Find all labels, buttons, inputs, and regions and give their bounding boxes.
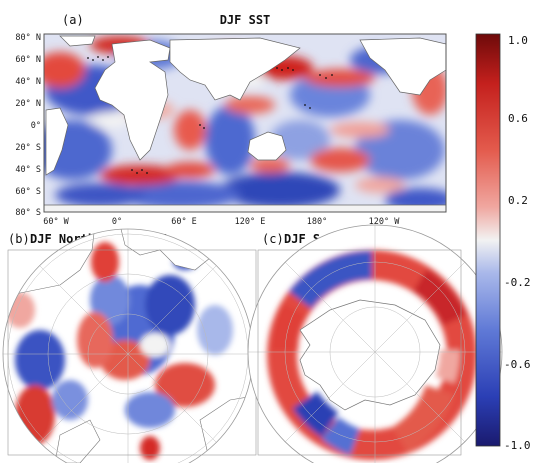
north-sic-field [3, 229, 253, 463]
lat-label: 60° N [15, 55, 41, 65]
panel-b-north-polar-map: (b) DJF North Polar SIC [2, 228, 257, 463]
colorbar-label: 0.2 [508, 194, 528, 207]
lat-axis-labels: 80° N 60° N 40° N 20° N 0° 20° S 40° S 6… [15, 33, 41, 218]
lat-label: 80° N [15, 33, 41, 43]
lat-label: 80° S [15, 208, 41, 218]
panel-a-sst-map: (a) DJF SST [15, 13, 447, 227]
colorbar-labels: 1.0 0.6 0.2 -0.2 -0.6 -1.0 [504, 34, 531, 452]
colorbar-label: -0.2 [504, 276, 531, 289]
lat-label: 40° N [15, 77, 41, 87]
panel-c-south-polar-map: (c) DJF South Polar SIC [247, 224, 503, 463]
lon-label: 0° [112, 217, 122, 227]
lon-axis-labels: 60° W 0° 60° E 120° E 180° 120° W [43, 217, 400, 227]
significance-stippling [87, 56, 333, 174]
south-sic-field [248, 225, 502, 463]
south-graticule [248, 225, 502, 463]
panel-a-letter: (a) [62, 13, 84, 27]
lon-label: 120° W [369, 217, 401, 227]
continents [44, 35, 446, 212]
panel-c-letter: (c) [262, 232, 284, 246]
colorbar-label: -1.0 [504, 439, 531, 452]
colorbar-label: 0.6 [508, 112, 528, 125]
lon-label: 180° [307, 217, 327, 227]
lon-label: 120° E [235, 217, 266, 227]
panel-a-title: DJF SST [220, 13, 271, 27]
lat-label: 20° N [15, 99, 41, 109]
colorbar: 1.0 0.6 0.2 -0.2 -0.6 -1.0 [475, 33, 531, 452]
panel-b-letter: (b) [8, 232, 30, 246]
lat-label: 40° S [15, 165, 41, 175]
lon-label: 60° W [43, 217, 69, 227]
lat-label: 0° [31, 121, 41, 131]
colorbar-gradient [475, 33, 501, 447]
colorbar-label: 1.0 [508, 34, 528, 47]
colorbar-label: -0.6 [504, 358, 531, 371]
sst-field [44, 34, 446, 212]
lat-label: 20° S [15, 143, 41, 153]
lon-label: 60° E [171, 217, 197, 227]
antarctica-land [299, 299, 441, 411]
lat-label: 60° S [15, 187, 41, 197]
